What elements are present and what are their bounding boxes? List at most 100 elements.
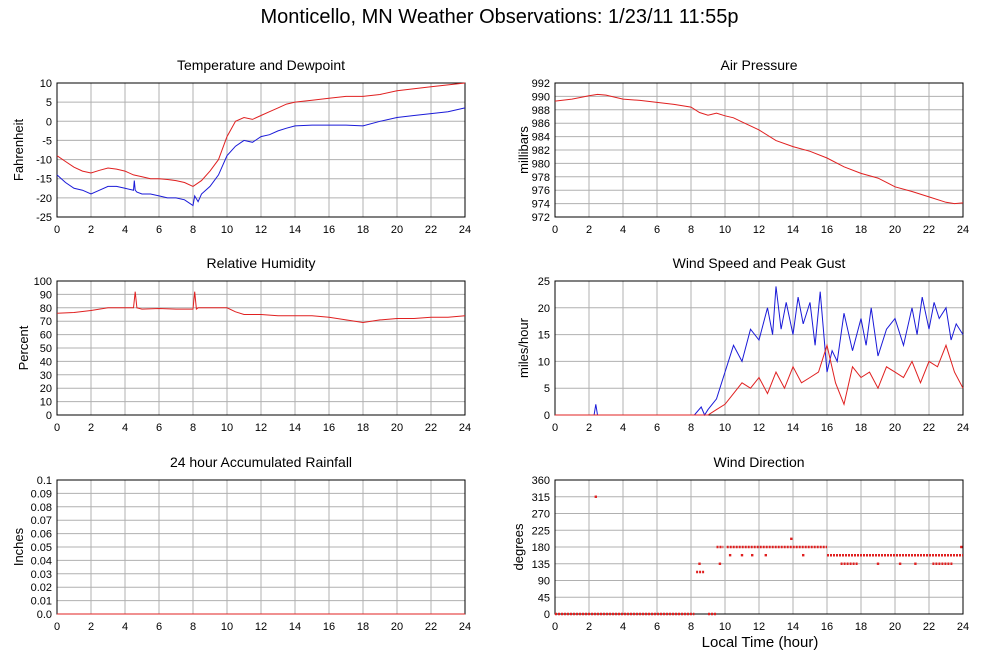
- pressure-x-tick-label: 24: [957, 224, 969, 236]
- humidity-x-tick-label: 22: [425, 422, 437, 434]
- humidity-x-tick-label: 2: [88, 422, 94, 434]
- winddir-y-tick-label: 180: [532, 542, 550, 554]
- pressure-x-tick-label: 18: [855, 224, 867, 236]
- x-axis-label: Local Time (hour): [701, 634, 819, 651]
- wind-series-line: [555, 343, 964, 416]
- humidity-y-tick-label: 30: [40, 370, 52, 382]
- rain-x-tick-label: 10: [221, 621, 233, 633]
- pressure-y-tick-label: 974: [532, 199, 550, 211]
- rain-y-tick-label: 0.07: [31, 515, 52, 527]
- pressure-y-tick-label: 984: [532, 132, 550, 144]
- wind-series-line: [555, 286, 964, 417]
- rain-y-tick-label: 0.0: [37, 609, 52, 621]
- humidity-y-axis-title: Percent: [16, 325, 31, 370]
- pressure-y-tick-label: 992: [532, 78, 550, 90]
- pressure-y-tick-label: 972: [532, 212, 550, 224]
- humidity-x-tick-label: 6: [156, 422, 162, 434]
- temp-x-tick-label: 18: [357, 224, 369, 236]
- humidity-y-tick-label: 0: [46, 410, 52, 422]
- humidity-x-tick-label: 18: [357, 422, 369, 434]
- winddir-y-tick-label: 225: [532, 525, 550, 537]
- rain-x-tick-label: 14: [289, 621, 301, 633]
- wind-x-tick-label: 16: [821, 422, 833, 434]
- wind-x-tick-label: 6: [654, 422, 660, 434]
- wind-x-tick-label: 24: [957, 422, 969, 434]
- winddir-data-point: [802, 553, 805, 557]
- temp-x-tick-label: 8: [190, 224, 196, 236]
- pressure-y-tick-label: 976: [532, 185, 550, 197]
- winddir-chart-title: Wind Direction: [713, 454, 804, 470]
- temp-x-tick-label: 22: [425, 224, 437, 236]
- humidity-y-tick-label: 60: [40, 330, 52, 342]
- pressure-x-tick-label: 8: [688, 224, 694, 236]
- wind-y-tick-label: 5: [544, 383, 550, 395]
- temp-y-tick-label: 0: [46, 116, 52, 128]
- temp-x-tick-label: 14: [289, 224, 301, 236]
- winddir-x-tick-label: 16: [821, 621, 833, 633]
- humidity-x-tick-label: 24: [459, 422, 471, 434]
- rain-y-tick-label: 0.05: [31, 542, 52, 554]
- winddir-x-tick-label: 24: [957, 621, 969, 633]
- rain-y-tick-label: 0.03: [31, 569, 52, 581]
- wind-plot-frame: [554, 280, 964, 416]
- humidity-x-tick-label: 10: [221, 422, 233, 434]
- temp-y-tick-label: -10: [36, 155, 52, 167]
- wind-y-tick-label: 15: [538, 330, 550, 342]
- pressure-y-tick-label: 980: [532, 158, 550, 170]
- pressure-y-tick-label: 988: [532, 105, 550, 117]
- winddir-data-point: [594, 495, 597, 498]
- winddir-data-point: [698, 562, 701, 565]
- rain-x-tick-label: 24: [459, 621, 471, 633]
- pressure-x-tick-label: 16: [821, 224, 833, 236]
- temp-x-tick-label: 20: [391, 224, 403, 236]
- winddir-y-tick-label: 0: [544, 609, 550, 621]
- winddir-data-point: [914, 562, 917, 565]
- temp-x-tick-label: 2: [88, 224, 94, 236]
- wind-y-tick-label: 0: [544, 410, 550, 422]
- wind-x-tick-label: 12: [753, 422, 765, 434]
- rain-y-tick-label: 0.1: [37, 475, 52, 487]
- wind-y-tick-label: 10: [538, 356, 550, 368]
- temp-x-tick-label: 10: [221, 224, 233, 236]
- wind-x-tick-label: 2: [586, 422, 592, 434]
- rain-y-axis-title: Inches: [11, 527, 26, 566]
- pressure-x-tick-label: 14: [787, 224, 799, 236]
- humidity-x-tick-label: 0: [54, 422, 60, 434]
- winddir-data-point: [898, 562, 902, 565]
- pressure-y-tick-label: 990: [532, 91, 550, 103]
- winddir-data-point: [728, 553, 732, 557]
- temp-x-tick-label: 0: [54, 224, 60, 236]
- winddir-x-tick-label: 6: [654, 621, 660, 633]
- humidity-y-tick-label: 80: [40, 303, 52, 315]
- pressure-x-tick-label: 6: [654, 224, 660, 236]
- winddir-data-point: [790, 537, 793, 541]
- rain-y-tick-label: 0.06: [31, 529, 52, 541]
- rain-y-tick-label: 0.01: [31, 596, 52, 608]
- humidity-x-tick-label: 4: [122, 422, 128, 434]
- winddir-y-tick-label: 45: [538, 592, 550, 604]
- rain-x-tick-label: 6: [156, 621, 162, 633]
- humidity-y-tick-label: 20: [40, 383, 52, 395]
- humidity-y-tick-label: 50: [40, 343, 52, 355]
- winddir-y-axis-title: degrees: [511, 523, 526, 570]
- wind-x-tick-label: 0: [552, 422, 558, 434]
- rain-y-tick-label: 0.02: [31, 582, 52, 594]
- humidity-x-tick-label: 14: [289, 422, 301, 434]
- humidity-y-tick-label: 100: [34, 276, 52, 288]
- temp-y-tick-label: 10: [40, 78, 52, 90]
- winddir-x-tick-label: 4: [620, 621, 626, 633]
- winddir-x-tick-label: 10: [719, 621, 731, 633]
- pressure-x-tick-label: 10: [719, 224, 731, 236]
- page-title: Monticello, MN Weather Observations: 1/2…: [260, 6, 739, 28]
- humidity-series-line: [56, 291, 466, 324]
- rain-y-tick-label: 0.04: [31, 555, 52, 567]
- pressure-chart-title: Air Pressure: [720, 57, 797, 73]
- wind-x-tick-label: 22: [923, 422, 935, 434]
- humidity-x-tick-label: 8: [190, 422, 196, 434]
- winddir-y-tick-label: 135: [532, 559, 550, 571]
- humidity-plot-frame: [56, 280, 466, 416]
- rain-x-tick-label: 18: [357, 621, 369, 633]
- winddir-x-tick-label: 8: [688, 621, 694, 633]
- rain-x-tick-label: 20: [391, 621, 403, 633]
